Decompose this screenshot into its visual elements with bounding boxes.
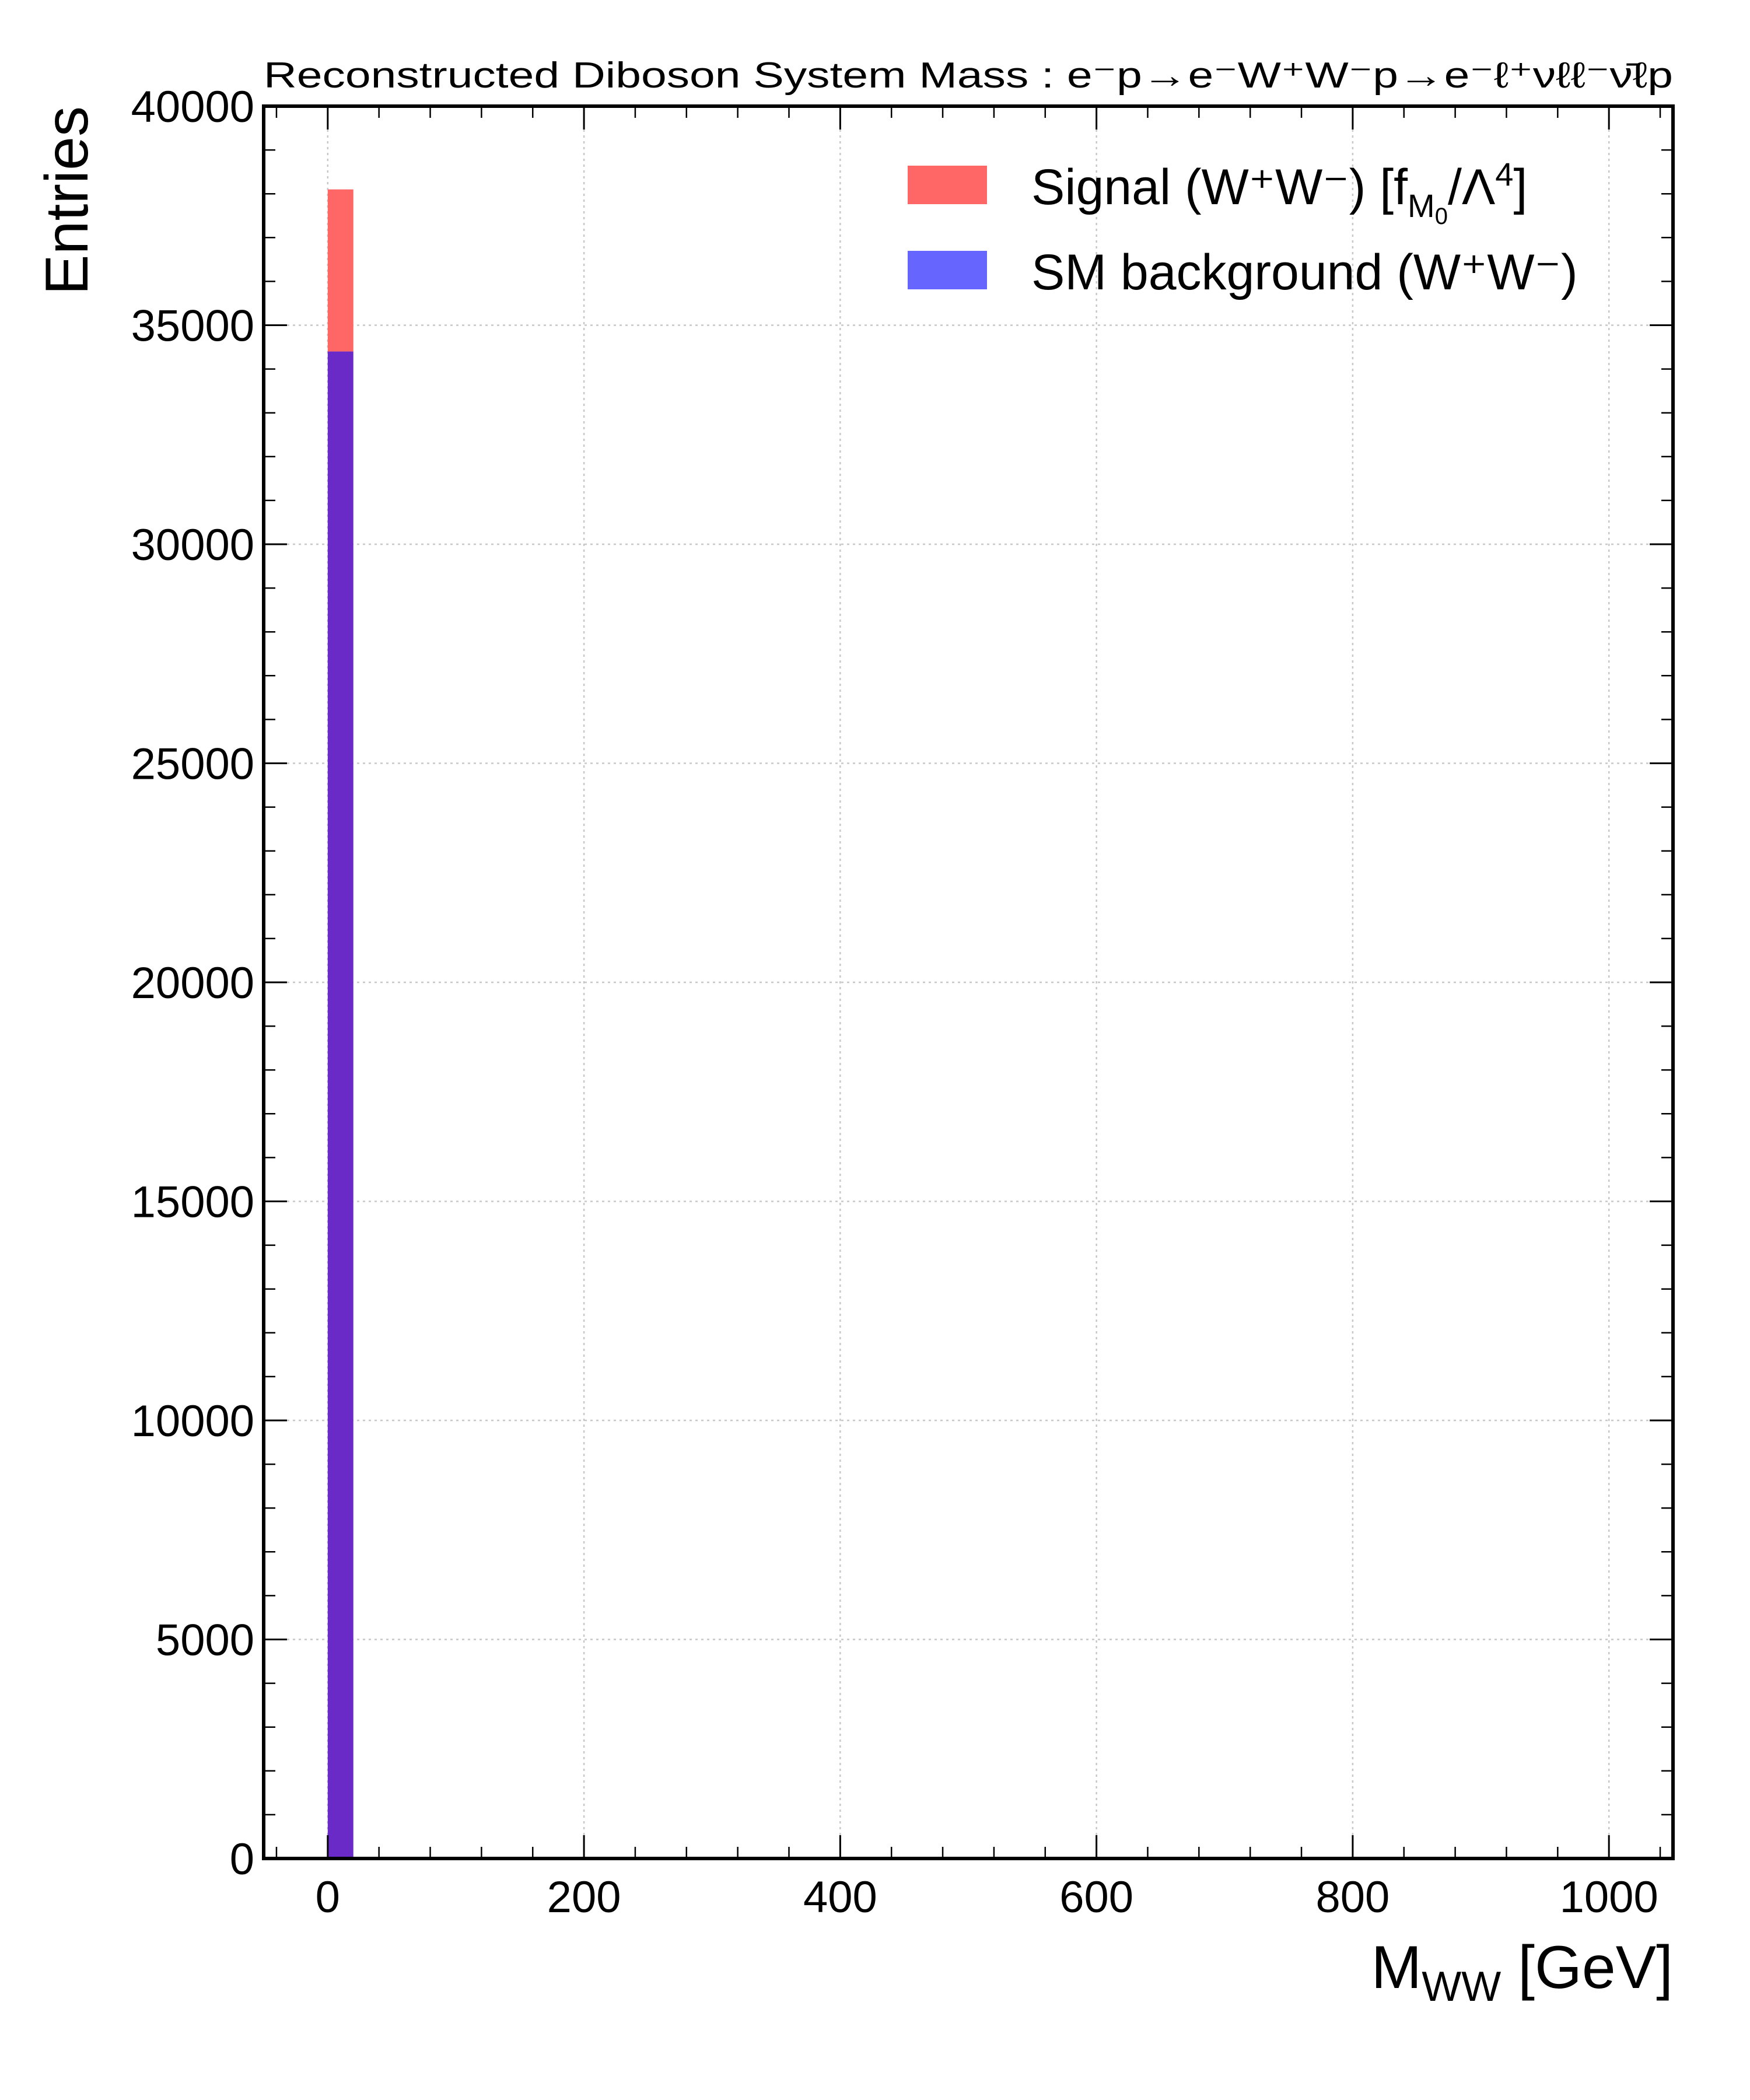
x-tick-label: 400 — [803, 1873, 877, 1922]
y-tick-label: 20000 — [131, 958, 254, 1008]
x-tick-label: 0 — [316, 1873, 340, 1922]
signal-bar — [327, 189, 354, 352]
x-tick-label: 800 — [1316, 1873, 1390, 1922]
legend-label-signal: Signal (W⁺W⁻) [fM0/Λ4] — [1031, 156, 1527, 229]
legend-label-background: SM background (W⁺W⁻) — [1031, 244, 1578, 300]
y-tick-label: 5000 — [156, 1616, 254, 1665]
chart-title: Reconstructed Diboson System Mass : e⁻p→… — [264, 55, 1673, 96]
x-tick-label: 1000 — [1560, 1873, 1658, 1922]
legend-swatch-background — [908, 251, 987, 289]
y-tick-label: 30000 — [131, 520, 254, 570]
y-tick-label: 25000 — [131, 740, 254, 789]
x-tick-label: 200 — [547, 1873, 621, 1922]
x-tick-label: 600 — [1059, 1873, 1133, 1922]
y-tick-label: 15000 — [131, 1178, 254, 1227]
background-bar — [327, 351, 354, 1859]
y-tick-label: 0 — [230, 1835, 254, 1884]
y-tick-label: 40000 — [131, 82, 254, 132]
y-axis-label: Entries — [33, 106, 101, 295]
y-tick-label: 35000 — [131, 302, 254, 351]
legend-swatch-signal — [908, 166, 987, 204]
y-tick-label: 10000 — [131, 1396, 254, 1446]
x-axis-label: MWW [GeV] — [1371, 1934, 1673, 2010]
